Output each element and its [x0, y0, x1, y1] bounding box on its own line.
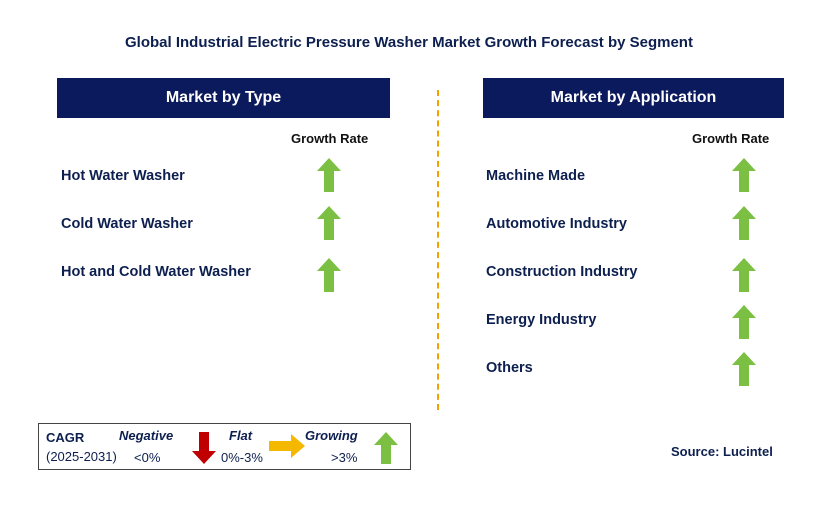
legend-growing-label: Growing — [305, 428, 358, 443]
legend-flat-label: Flat — [229, 428, 253, 443]
up-arrow-icon — [374, 432, 398, 464]
up-arrow-icon — [732, 305, 756, 339]
application-row-label: Automotive Industry — [486, 216, 627, 232]
cagr-label: CAGR — [46, 430, 85, 445]
application-row-label: Machine Made — [486, 168, 586, 184]
legend-growing-range: >3% — [331, 450, 358, 465]
source-note: Source: Lucintel — [671, 444, 773, 459]
up-arrow-icon — [732, 206, 756, 240]
up-arrow-icon — [732, 158, 756, 192]
type-row-label: Hot Water Washer — [61, 168, 185, 184]
chart-title: Global Industrial Electric Pressure Wash… — [125, 34, 693, 51]
cagr-period: (2025-2031) — [46, 449, 117, 464]
up-arrow-icon — [732, 352, 756, 386]
up-arrow-icon — [317, 158, 341, 192]
up-arrow-icon — [317, 258, 341, 292]
application-row-label: Others — [486, 360, 533, 376]
panel-divider — [437, 90, 439, 410]
up-arrow-icon — [732, 258, 756, 292]
right-arrow-icon — [269, 434, 305, 458]
application-row-label: Construction Industry — [486, 264, 638, 280]
panel-header-application: Market by Application — [483, 78, 784, 118]
legend-flat-range: 0%-3% — [221, 450, 263, 465]
type-row-label: Hot and Cold Water Washer — [61, 264, 251, 280]
growth-rate-label-application: Growth Rate — [692, 131, 770, 146]
legend-negative-range: <0% — [134, 450, 161, 465]
application-row-label: Energy Industry — [486, 312, 597, 328]
cagr-legend: CAGR (2025-2031) Negative <0% Flat 0%-3%… — [38, 423, 411, 470]
panel-header-type: Market by Type — [57, 78, 390, 118]
up-arrow-icon — [317, 206, 341, 240]
down-arrow-icon — [192, 432, 216, 464]
legend-negative-label: Negative — [119, 428, 174, 443]
growth-rate-label-type: Growth Rate — [291, 131, 369, 146]
type-row-label: Cold Water Washer — [61, 216, 193, 232]
